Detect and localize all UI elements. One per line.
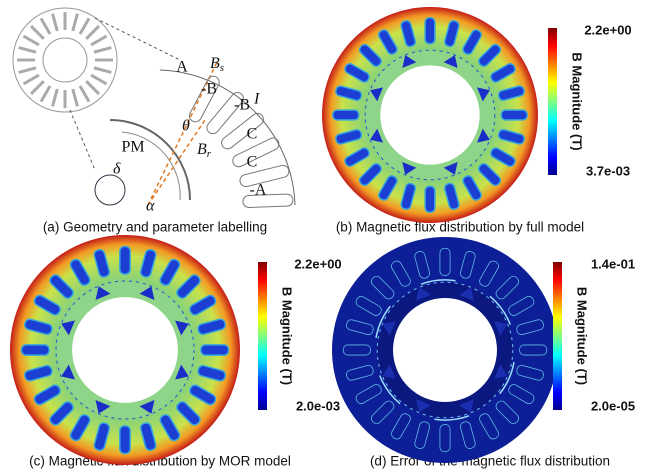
slot bbox=[23, 36, 39, 45]
colorbar bbox=[258, 262, 267, 410]
hole bbox=[72, 297, 178, 403]
field-label: Bs bbox=[210, 55, 224, 74]
slot bbox=[120, 247, 130, 275]
slot bbox=[86, 26, 99, 39]
slot bbox=[73, 14, 78, 31]
slot bbox=[73, 89, 78, 106]
slot bbox=[19, 68, 36, 73]
slot bbox=[41, 18, 50, 34]
colorbar-max: 1.4e-01 bbox=[591, 256, 635, 271]
page: {"geometry": {"caption": "(a) Geometry a… bbox=[0, 0, 654, 472]
slot bbox=[41, 86, 50, 102]
colorbar bbox=[548, 28, 557, 175]
slot bbox=[80, 86, 89, 102]
guide bbox=[95, 18, 180, 60]
slot bbox=[91, 36, 107, 45]
colorbar-label: B Magnitude (T) bbox=[280, 287, 295, 385]
slot bbox=[501, 110, 527, 120]
hole bbox=[393, 298, 497, 402]
colorbar-max: 2.2e+00 bbox=[584, 22, 631, 37]
slot bbox=[19, 48, 36, 53]
slot bbox=[120, 426, 130, 454]
phase-label: C bbox=[247, 154, 258, 171]
slot bbox=[53, 14, 58, 31]
gap-detail bbox=[95, 175, 125, 205]
slot bbox=[23, 75, 39, 84]
colorbar-label: B Magnitude (T) bbox=[570, 52, 585, 150]
motor-outline bbox=[43, 38, 87, 82]
colorbar bbox=[553, 262, 562, 410]
colorbar-min: 2.0e-03 bbox=[296, 398, 340, 413]
slot bbox=[425, 18, 435, 44]
pole-arc-label: α bbox=[146, 198, 155, 215]
slot bbox=[22, 345, 50, 355]
phase-label: -B bbox=[201, 81, 217, 98]
slot bbox=[94, 68, 111, 73]
phase-label: -A bbox=[250, 182, 267, 199]
slot bbox=[53, 89, 58, 106]
slot bbox=[425, 186, 435, 212]
slot bbox=[31, 26, 44, 39]
phase-label: A bbox=[176, 59, 188, 76]
slot bbox=[86, 81, 99, 94]
slot bbox=[333, 110, 359, 120]
caption: (b) Magnetic flux distribution by full m… bbox=[336, 220, 584, 235]
slot bbox=[80, 18, 89, 34]
gap-label: δ bbox=[113, 161, 121, 178]
colorbar-label: B Magnitude (T) bbox=[575, 287, 590, 385]
current-label: I bbox=[253, 91, 260, 108]
slot bbox=[201, 345, 229, 355]
phase-label: C bbox=[247, 126, 258, 143]
geometry-sketch: A -B -B CC -A PM θ Iδ α Bs Br bbox=[13, 8, 295, 215]
angle-label: θ bbox=[182, 118, 190, 135]
slot bbox=[91, 75, 107, 84]
slot bbox=[219, 111, 266, 151]
magnet-label: PM bbox=[121, 139, 144, 156]
guide bbox=[70, 110, 95, 170]
phase-label: -B bbox=[234, 97, 250, 114]
colorbar-min: 2.0e-05 bbox=[591, 398, 635, 413]
caption: (a) Geometry and parameter labelling bbox=[43, 220, 267, 235]
colorbar-max: 2.2e+00 bbox=[294, 256, 341, 271]
hole bbox=[380, 65, 479, 164]
figure: (a) Geometry and parameter labelling (b)… bbox=[0, 0, 654, 472]
slot bbox=[31, 81, 44, 94]
stator-arc bbox=[160, 70, 295, 205]
slot bbox=[94, 48, 111, 53]
field-label: Br bbox=[197, 141, 212, 160]
field-arrow bbox=[148, 120, 205, 205]
colorbar-min: 3.7e-03 bbox=[586, 163, 630, 178]
